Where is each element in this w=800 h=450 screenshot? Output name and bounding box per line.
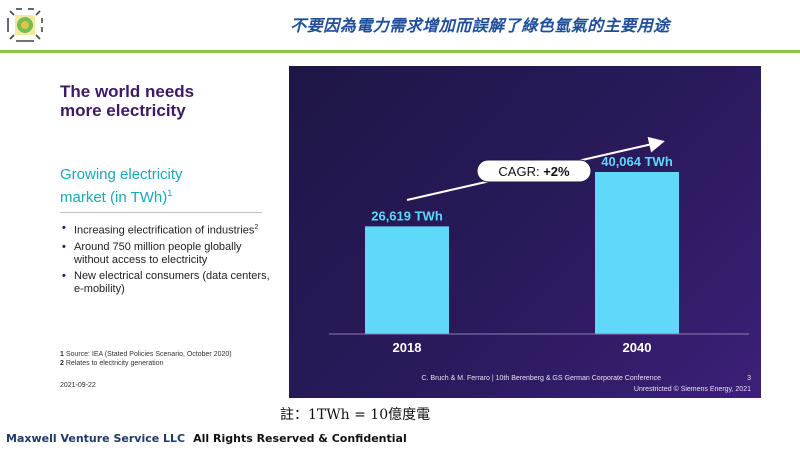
chart-credit-line-1: C. Bruch & M. Ferraro | 10th Berenberg &… <box>421 375 661 382</box>
bullet-icon: • <box>62 222 66 234</box>
bullet-sup: 2 <box>254 224 259 231</box>
bar-2018 <box>365 226 449 334</box>
bullet-text: Around 750 million people globally witho… <box>74 241 242 266</box>
header-divider <box>0 50 800 53</box>
heading-line-1: The world needs <box>60 82 195 101</box>
bar-chart: 26,619 TWh 2018 40,064 TWh 2040 CAGR: +2% C… <box>329 136 751 393</box>
cagr-label: CAGR: +2% <box>498 164 570 179</box>
bar-2040 <box>595 172 679 334</box>
footer: Maxwell Venture Service LLC All Rights Re… <box>6 432 407 445</box>
subheading-line-2-text: market (in TWh) <box>60 189 168 206</box>
list-item: • New electrical consumers (data centers,… <box>60 270 270 295</box>
subheading-line-2: market (in TWh)1 <box>60 184 280 207</box>
value-label-2018: 26,619 TWh <box>371 208 443 223</box>
footer-company: Maxwell Venture Service LLC <box>6 432 186 445</box>
cagr-value: +2% <box>543 164 570 179</box>
bagua-logo-icon <box>6 6 44 44</box>
note-1-text: Source: IEA (Stated Policies Scenario, O… <box>65 351 232 358</box>
bullet-text: Increasing electrification of industries <box>74 224 255 237</box>
note-2-num: 2 <box>60 360 64 367</box>
slide-subheading: Growing electricity market (in TWh)1 <box>60 166 280 207</box>
unit-footnote: 註：1TWh = 10億度電 <box>280 407 431 423</box>
category-label-2040: 2040 <box>623 340 652 355</box>
chart-page-number: 3 <box>747 375 751 382</box>
source-notes: 1 Source: IEA (Stated Policies Scenario,… <box>60 350 280 368</box>
note-2: 2 Relates to electricity generation <box>60 359 280 368</box>
list-item: • Around 750 million people globally with… <box>60 241 270 266</box>
slide-date: 2021-09-22 <box>60 382 96 389</box>
divider <box>60 212 262 213</box>
bullet-list: • Increasing electrification of industrie… <box>60 222 270 299</box>
cagr-badge <box>476 159 592 183</box>
note-1-num: 1 <box>60 351 64 358</box>
note-2-text: Relates to electricity generation <box>65 360 164 367</box>
category-label-2018: 2018 <box>393 340 422 355</box>
page-title: 不要因為電力需求增加而誤解了綠色氫氣的主要用途 <box>290 16 670 35</box>
list-item: • Increasing electrification of industrie… <box>60 222 270 237</box>
bullet-icon: • <box>62 270 66 283</box>
bullet-text: New electrical consumers (data centers, … <box>74 270 270 295</box>
heading-line-2: more electricity <box>60 101 186 120</box>
subheading-line-1: Growing electricity <box>60 166 183 183</box>
bullet-icon: • <box>62 241 66 254</box>
subheading-sup: 1 <box>167 188 173 198</box>
slide-heading: The world needs more electricity <box>60 82 260 120</box>
cagr-prefix: CAGR: <box>498 164 543 179</box>
footer-rights: All Rights Reserved & Confidential <box>193 432 407 445</box>
chart-credit-line-2: Unrestricted © Siemens Energy, 2021 <box>634 385 751 393</box>
value-label-2040: 40,064 TWh <box>601 154 673 169</box>
slide-text-panel: The world needs more electricity Growing… <box>40 66 290 398</box>
note-1: 1 Source: IEA (Stated Policies Scenario,… <box>60 350 280 359</box>
chart-panel: 26,619 TWh 2018 40,064 TWh 2040 CAGR: +2% C… <box>289 66 761 398</box>
